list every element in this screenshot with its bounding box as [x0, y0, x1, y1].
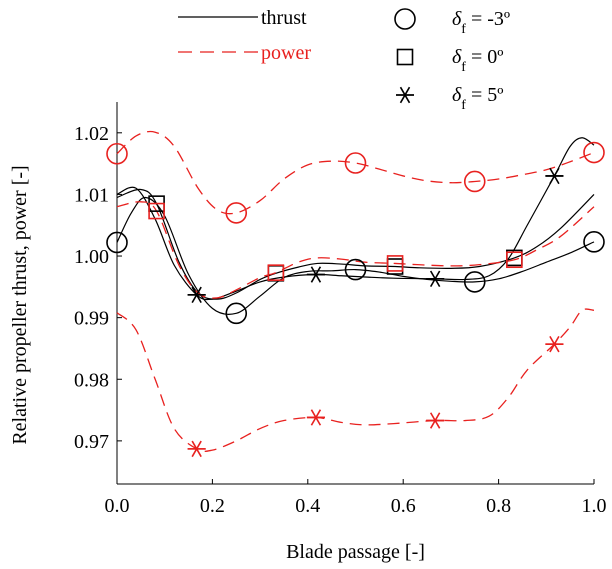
power-square-point — [386, 255, 404, 272]
thrust-circle-point — [344, 258, 367, 281]
legend: thrust power δf = -3º δf = 0º δf = 5º — [178, 7, 510, 113]
y-tick-label: 0.97 — [74, 431, 109, 453]
x-tick-label: 0.6 — [391, 495, 416, 517]
power-square-point — [506, 251, 523, 269]
thrust-asterisk-point — [306, 266, 325, 283]
y-tick-label: 1.01 — [74, 184, 109, 206]
thrust-curve-square — [116, 188, 595, 300]
thrust-circle-point — [106, 231, 128, 254]
square-legend-label: δf = 0º — [452, 46, 503, 75]
x-axis-label: Blade passage [-] — [286, 541, 425, 563]
x-tick-label: 0.0 — [105, 495, 130, 517]
power-curve-circle — [116, 130, 595, 215]
thrust-circle-point — [583, 231, 605, 253]
data-markers — [106, 141, 605, 458]
thrust-legend-label: thrust — [261, 7, 307, 29]
x-tick-label: 0.2 — [200, 495, 225, 517]
y-tick-label: 0.99 — [74, 308, 109, 330]
circle-legend-marker — [394, 8, 416, 30]
y-tick-label: 0.98 — [74, 369, 109, 391]
thrust-circle-point — [463, 271, 486, 293]
asterisk-legend-label: δf = 5º — [452, 84, 503, 113]
circle-legend-label: δf = -3º — [452, 8, 510, 37]
thrust-asterisk-point — [426, 270, 445, 288]
power-legend-label: power — [261, 42, 311, 64]
power-circle-point — [106, 142, 128, 165]
x-tick-label: 1.0 — [582, 495, 607, 517]
power-curve-asterisk — [116, 308, 595, 452]
thrust-asterisk-point — [187, 286, 206, 304]
thrust-circle-point — [225, 302, 248, 325]
data-curves — [116, 130, 595, 452]
power-asterisk-point — [187, 440, 206, 458]
power-square-point — [148, 202, 165, 220]
power-asterisk-point — [426, 412, 445, 429]
power-square-point — [267, 264, 285, 281]
thrust-curve-circle — [116, 196, 595, 315]
y-axis-label: Relative propeller thrust, power [-] — [9, 165, 31, 444]
power-asterisk-point — [545, 335, 564, 353]
y-tick-label: 1.00 — [74, 246, 109, 268]
power-circle-point — [463, 170, 486, 193]
power-circle-point — [225, 202, 248, 224]
asterisk-legend-marker — [396, 86, 414, 104]
axes: 0.0 0.2 0.4 0.6 0.8 1.0 0.97 0.98 0.99 1.00 1.01 1.… — [74, 102, 607, 517]
y-tick-label: 1.02 — [74, 123, 109, 145]
power-circle-point — [344, 152, 367, 174]
x-tick-label: 0.4 — [295, 495, 320, 517]
thrust-curve-asterisk — [116, 137, 595, 301]
square-legend-marker — [396, 48, 414, 66]
x-tick-label: 0.8 — [486, 495, 511, 517]
power-circle-point — [583, 141, 605, 164]
power-asterisk-point — [306, 409, 325, 426]
thrust-asterisk-point — [545, 167, 564, 185]
power-curve-square — [116, 201, 595, 299]
